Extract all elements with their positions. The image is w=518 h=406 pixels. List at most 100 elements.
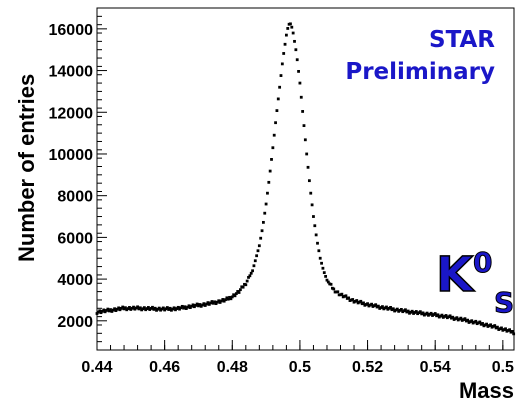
data-point [283,42,287,46]
data-point [102,308,106,312]
data-point [321,266,325,270]
data-point [257,244,261,248]
status-label: Preliminary [345,59,495,85]
data-point [440,313,444,317]
x-tick-label: 0.52 [352,359,383,376]
data-point [310,203,314,207]
data-point [124,306,127,310]
x-tick-label: 0.5 [492,359,514,376]
data-point [275,109,279,112]
data-point [211,301,215,305]
data-point [238,288,242,292]
data-point [463,317,467,321]
data-point [504,327,507,331]
data-point [332,287,336,291]
data-point [436,313,440,317]
data-point [448,314,452,318]
data-point [305,152,309,156]
data-point [168,306,172,310]
data-point [198,303,202,306]
data-point [276,97,280,101]
y-tick-label: 16000 [49,22,94,39]
data-point [247,275,250,279]
data-point [230,295,234,299]
data-point [266,191,269,195]
data-point [512,332,516,336]
data-point [307,179,311,183]
data-point [425,311,429,315]
data-point [279,74,283,77]
data-point [256,249,260,253]
data-point [176,305,180,309]
data-point [320,261,323,265]
data-point [344,294,348,298]
data-point [221,298,225,301]
data-point [326,280,330,284]
data-point [267,180,271,184]
data-point [466,318,470,322]
data-point [510,329,514,333]
x-tick-label: 0.48 [217,359,248,376]
data-point [324,274,328,278]
data-point [395,307,399,311]
data-point [282,52,286,55]
data-point [195,302,199,306]
data-point [151,305,154,309]
data-point [489,323,493,327]
data-point [241,285,245,289]
data-point [500,326,503,330]
data-point [138,306,142,310]
data-point [191,303,195,307]
data-point [374,303,378,307]
data-point [268,169,272,173]
data-point [481,322,484,325]
data-point [474,319,478,323]
data-point [293,39,296,43]
data-point [117,306,121,310]
data-point [309,191,313,195]
data-point [106,307,110,311]
data-point [314,233,318,237]
data-point [303,138,307,142]
y-tick-label: 10000 [49,147,94,164]
data-point [109,308,112,311]
data-point [470,319,474,323]
data-point [493,324,497,327]
data-point [284,33,288,37]
data-point [496,325,499,329]
data-point [203,304,207,307]
data-point [153,306,157,310]
data-point [183,305,187,309]
x-tick-label: 0.54 [420,359,451,376]
data-point [485,322,489,326]
data-point [205,302,208,306]
y-tick-label: 4000 [57,272,93,289]
data-point [142,306,146,310]
data-point [132,305,135,309]
data-point [136,305,139,309]
data-point [252,264,256,268]
data-point [478,320,482,324]
data-point [385,305,388,309]
particle-sup: 0 [473,246,492,279]
data-point [113,307,116,311]
data-point [366,302,369,306]
data-point [217,299,221,303]
data-point [224,298,227,302]
data-point [244,283,248,287]
data-point [226,297,230,301]
data-point [336,290,340,294]
data-point [270,157,273,161]
data-point [255,254,259,258]
data-point [414,310,418,313]
data-point [286,27,290,30]
data-point [302,124,306,128]
data-point [355,299,359,302]
data-point [317,249,321,253]
data-point [233,294,237,298]
data-point [421,311,425,315]
data-point [301,110,305,113]
data-point [161,306,165,310]
data-point [264,202,268,206]
